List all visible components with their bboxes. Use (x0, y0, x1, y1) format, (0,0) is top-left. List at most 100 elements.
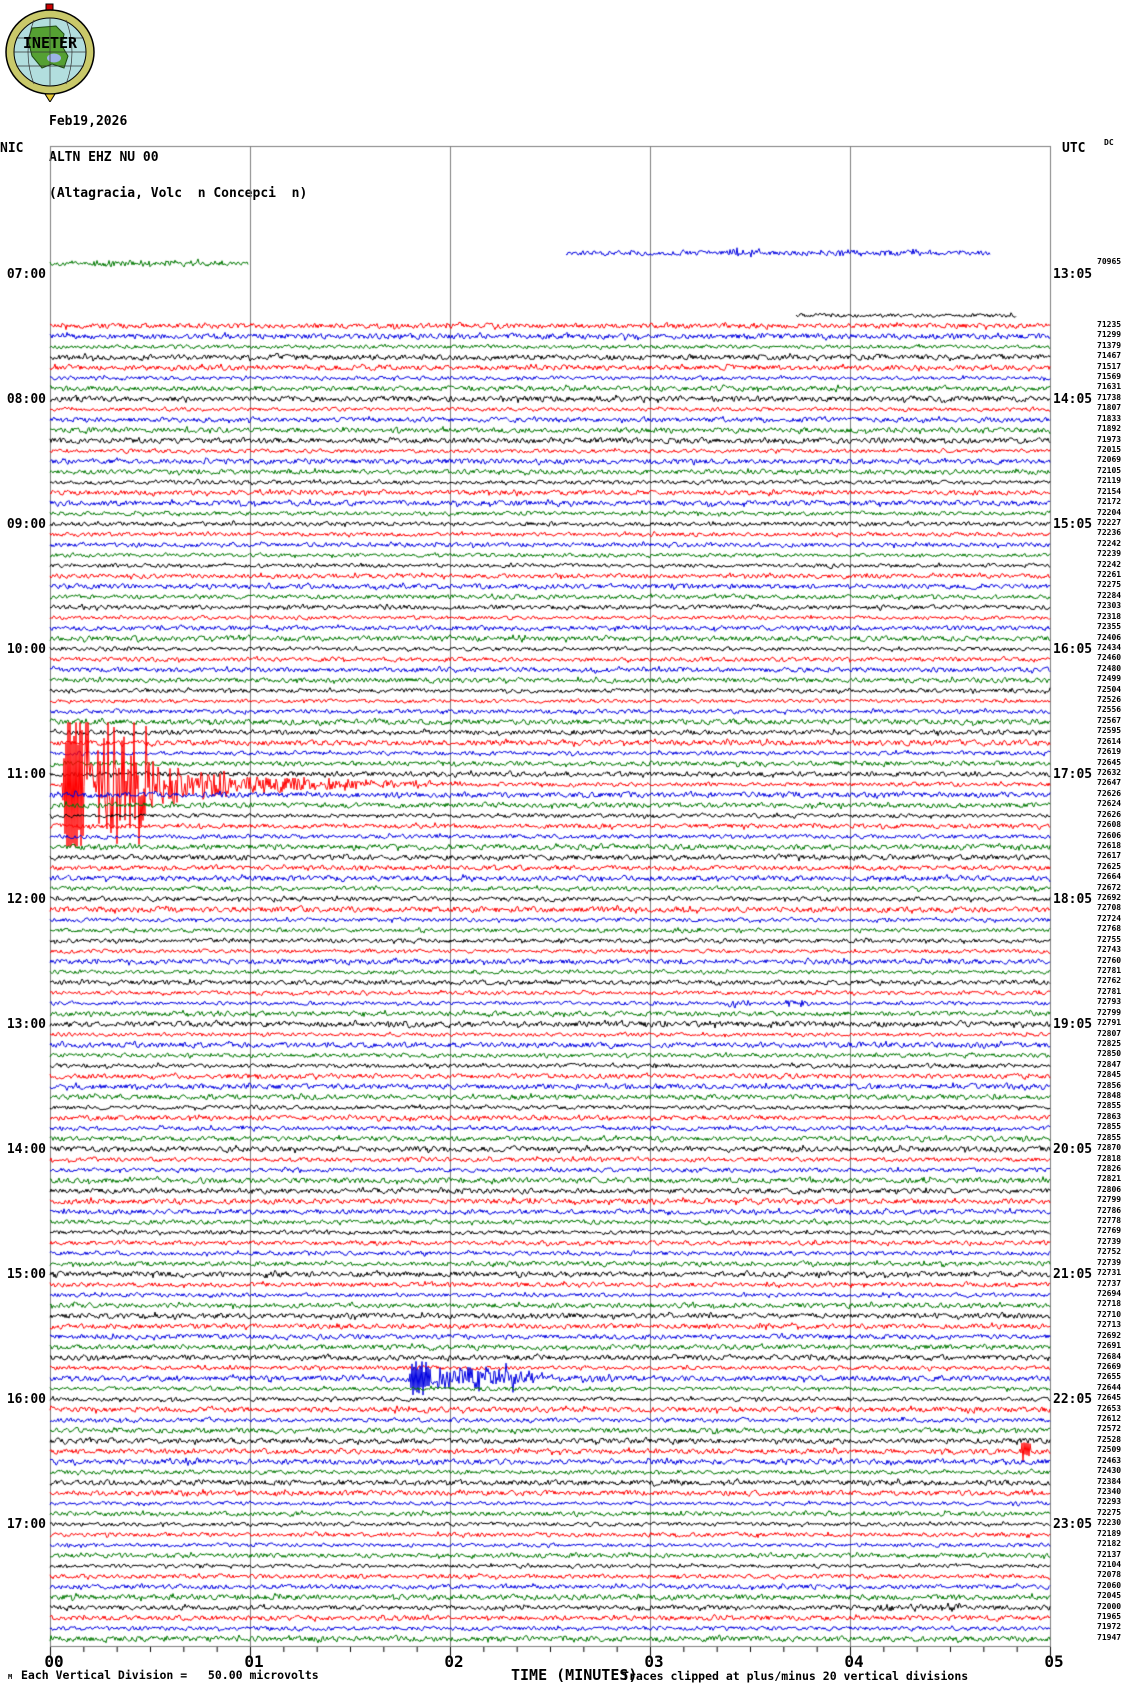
dc-value: 72645 (1097, 757, 1122, 767)
dc-value: 72624 (1097, 799, 1122, 809)
dc-value: 72614 (1097, 736, 1122, 746)
dc-value: 72694 (1097, 1289, 1122, 1298)
dc-value: 72806 (1097, 1184, 1122, 1194)
dc-value: 72762 (1097, 976, 1122, 986)
vertical-division-scale-label: Each Vertical Division = 50.00 microvolt… (21, 1668, 319, 1682)
dc-value: 72595 (1097, 726, 1122, 736)
dc-value: 71569 (1097, 372, 1122, 382)
dc-value: 72619 (1097, 747, 1122, 757)
dc-value: 71833 (1097, 413, 1122, 423)
dc-value: 72870 (1097, 1143, 1122, 1153)
x-axis-tick-label: 05 (1044, 1652, 1064, 1671)
dc-value: 72781 (1097, 965, 1122, 975)
dc-value: 72189 (1097, 1528, 1122, 1538)
dc-value: 72617 (1097, 851, 1122, 861)
dc-value: 72480 (1097, 663, 1122, 673)
dc-value: 72708 (1097, 903, 1122, 913)
dc-value: 72653 (1097, 1403, 1122, 1413)
hour-label-local: 09:00 (6, 516, 46, 532)
dc-value: 72261 (1097, 570, 1122, 580)
dc-value: 71467 (1097, 351, 1122, 361)
dc-value: 72664 (1097, 872, 1122, 882)
dc-value: 71235 (1097, 319, 1122, 329)
dc-value: 71379 (1097, 340, 1122, 350)
dc-value: 71973 (1097, 434, 1122, 444)
dc-value: 72672 (1097, 882, 1122, 892)
hour-label-utc: 15:05 (1053, 516, 1093, 532)
dc-value: 72626 (1097, 809, 1122, 819)
dc-value: 72863 (1097, 1111, 1122, 1121)
dc-value: 71517 (1097, 361, 1122, 371)
dc-value: 72713 (1097, 1320, 1122, 1330)
dc-value: 72845 (1097, 1070, 1122, 1080)
dc-value: 70965 (1097, 257, 1122, 267)
dc-value: 72293 (1097, 1497, 1122, 1507)
dc-value: 71965 (1097, 1612, 1122, 1622)
dc-value: 72154 (1097, 486, 1122, 496)
dc-value: 72825 (1097, 1038, 1122, 1048)
dc-value: 72691 (1097, 1341, 1122, 1351)
dc-value: 72799 (1097, 1007, 1122, 1017)
dc-value: 72204 (1097, 507, 1122, 517)
dc-value: 72692 (1097, 893, 1122, 903)
dc-value: 72855 (1097, 1132, 1122, 1142)
dc-value: 72608 (1097, 820, 1122, 830)
dc-value: 72791 (1097, 1018, 1122, 1028)
dc-value: 71299 (1097, 330, 1122, 340)
dc-value: 72826 (1097, 1163, 1122, 1173)
dc-value: 72284 (1097, 590, 1122, 600)
dc-value: 72242 (1097, 559, 1122, 569)
hour-label-local: 07:00 (6, 266, 46, 282)
footer-corner-glyph: M (8, 1673, 13, 1681)
dc-value: 72769 (1097, 1226, 1122, 1236)
dc-value: 72460 (1097, 653, 1122, 663)
hour-label-utc: 23:05 (1053, 1517, 1093, 1533)
dc-value: 72669 (1097, 1361, 1122, 1371)
dc-value: 72045 (1097, 1591, 1122, 1601)
dc-value: 72275 (1097, 1507, 1122, 1517)
dc-value: 72318 (1097, 611, 1122, 621)
dc-value: 72731 (1097, 1268, 1122, 1278)
dc-value: 72384 (1097, 1476, 1122, 1486)
dc-value: 72526 (1097, 695, 1122, 705)
dc-value: 71807 (1097, 403, 1122, 413)
dc-value: 72855 (1097, 1101, 1122, 1111)
hour-label-local: 08:00 (6, 391, 46, 407)
dc-value: 72567 (1097, 715, 1122, 725)
dc-value: 72692 (1097, 1330, 1122, 1340)
dc-value: 72528 (1097, 1434, 1122, 1444)
hour-label-utc: 16:05 (1053, 641, 1093, 657)
dc-value: 72755 (1097, 934, 1122, 944)
dc-value: 72303 (1097, 601, 1122, 611)
dc-value: 72015 (1097, 444, 1122, 454)
dc-value: 72463 (1097, 1455, 1122, 1465)
hour-label-local: 12:00 (6, 892, 46, 908)
dc-value: 72855 (1097, 1122, 1122, 1132)
dc-value: 72434 (1097, 642, 1122, 652)
dc-value: 72760 (1097, 955, 1122, 965)
x-axis-title: TIME (MINUTES) (511, 1666, 638, 1684)
dc-value: 72645 (1097, 1393, 1122, 1403)
dc-value: 72509 (1097, 1445, 1122, 1455)
dc-value: 72821 (1097, 1174, 1122, 1184)
dc-value: 72768 (1097, 924, 1122, 934)
dc-value: 71892 (1097, 424, 1122, 434)
dc-value: 72230 (1097, 1518, 1122, 1528)
dc-value: 72647 (1097, 778, 1122, 788)
dc-value: 72848 (1097, 1091, 1122, 1101)
dc-value: 72818 (1097, 1153, 1122, 1163)
dc-value: 72632 (1097, 768, 1122, 777)
dc-value: 72793 (1097, 997, 1122, 1007)
dc-value: 72850 (1097, 1049, 1122, 1059)
dc-value: 72556 (1097, 705, 1122, 715)
dc-value: 72799 (1097, 1195, 1122, 1205)
hour-label-local: 13:00 (6, 1017, 46, 1033)
dc-value: 72060 (1097, 1580, 1122, 1590)
hour-label-local: 15:00 (6, 1267, 46, 1283)
dc-value: 71947 (1097, 1632, 1122, 1642)
dc-value: 71738 (1097, 392, 1122, 402)
dc-value: 72856 (1097, 1080, 1122, 1090)
hour-label-utc: 18:05 (1053, 892, 1093, 908)
dc-value: 72739 (1097, 1236, 1122, 1246)
dc-value: 72355 (1097, 622, 1122, 632)
